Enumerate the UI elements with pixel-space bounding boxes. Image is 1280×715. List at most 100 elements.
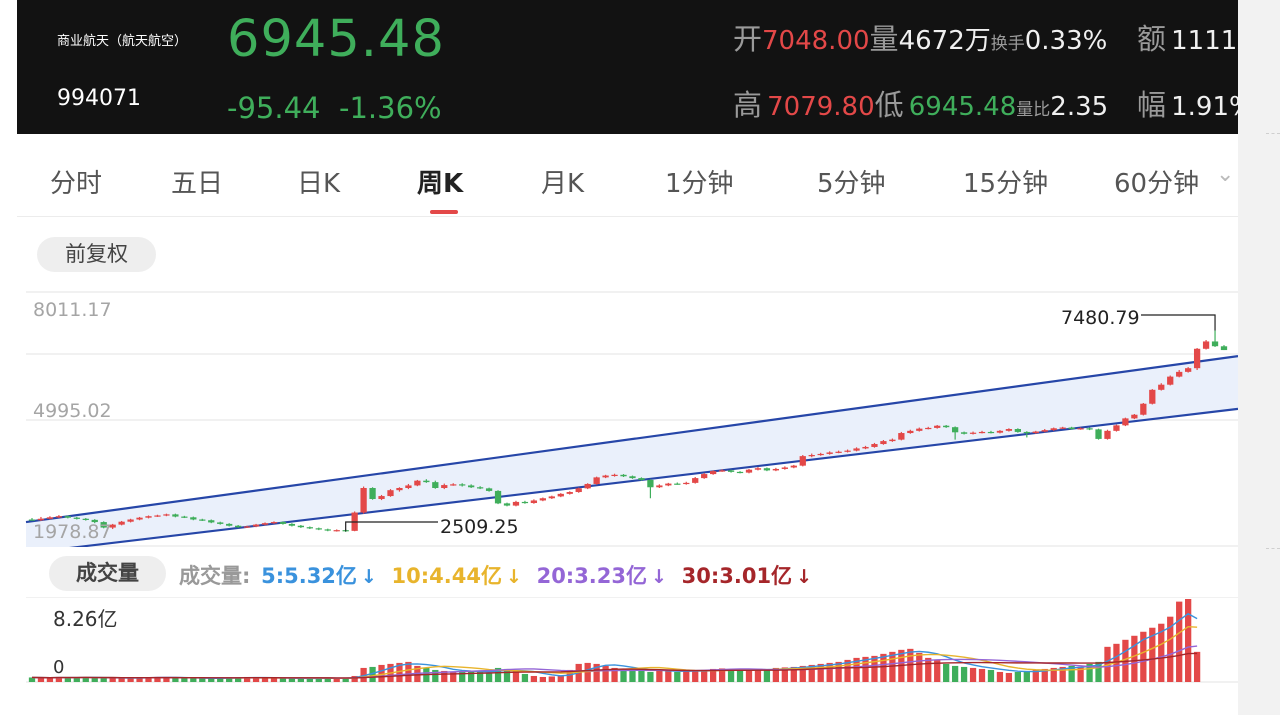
volume-bar: [378, 664, 385, 682]
candle: [745, 469, 753, 473]
candle: [37, 518, 45, 521]
volume-bar: [1086, 663, 1093, 682]
vol-ratio-value: 2.35: [1050, 92, 1109, 122]
volume-bar: [629, 669, 636, 682]
volume-bar: [835, 661, 842, 682]
volume-bar: [91, 677, 98, 682]
candle: [55, 516, 63, 518]
candle: [172, 514, 179, 517]
volume-bar: [82, 677, 89, 682]
volume-bar: [862, 656, 869, 682]
candle: [136, 517, 143, 520]
candle: [387, 490, 394, 497]
candle: [190, 517, 197, 520]
candle: [1032, 431, 1039, 434]
candle: [916, 428, 923, 431]
candle: [925, 427, 932, 430]
turnover-label: 换手: [990, 34, 1025, 54]
candle: [459, 484, 466, 486]
volume-bar: [1193, 651, 1201, 682]
volume-bar: [476, 671, 484, 682]
candle: [28, 519, 36, 521]
volume-value: 4672万: [898, 26, 991, 56]
candle: [503, 503, 511, 506]
ma5-label: 5:5.32亿 ↓: [261, 564, 381, 588]
candle: [1014, 429, 1022, 432]
candle: [1149, 389, 1156, 404]
trend-channel-upper: [25, 355, 1238, 524]
volume-ma-legend: 成交量: 5:5.32亿 ↓ 10:4.44亿 ↓ 20:3.23亿 ↓ 30:3.0…: [179, 560, 820, 590]
tab-15min[interactable]: 15分钟: [963, 169, 1049, 199]
volume-bar: [1176, 601, 1183, 682]
adjust-mode-button[interactable]: 前复权: [37, 237, 156, 272]
candle: [907, 430, 914, 434]
volume-bar: [333, 678, 340, 682]
candle: [781, 467, 788, 469]
tab-daily-k[interactable]: 日K: [297, 169, 341, 199]
tab-1min[interactable]: 1分钟: [665, 169, 734, 199]
volume-bar: [46, 677, 54, 682]
kline-chart[interactable]: [0, 0, 1238, 715]
candle: [91, 519, 98, 523]
candle: [127, 519, 134, 522]
tab-monthly-k[interactable]: 月K: [541, 169, 585, 199]
current-price: 6945.48: [227, 10, 445, 69]
volume-bar: [315, 677, 322, 682]
volume-bar: [853, 657, 860, 682]
volume-bar: [692, 670, 699, 682]
candle: [978, 431, 986, 434]
volume-bar: [808, 664, 815, 682]
candle: [217, 522, 224, 524]
tab-intraday[interactable]: 分时: [50, 169, 103, 199]
candle: [324, 529, 331, 531]
candle: [656, 485, 663, 488]
tab-five-day[interactable]: 五日: [171, 169, 224, 199]
candle: [934, 425, 941, 428]
volume-bar: [494, 667, 502, 682]
panel-mask: [0, 547, 1238, 597]
tab-5min[interactable]: 5分钟: [817, 169, 886, 199]
candle: [360, 487, 367, 513]
candle: [288, 523, 296, 526]
candle: [736, 471, 744, 474]
volume-bar: [100, 677, 107, 682]
period-tabs: 分时 五日 日K 周K 月K 1分钟 5分钟 15分钟 60分钟 ⌄: [17, 134, 1238, 217]
candle: [1140, 403, 1147, 415]
volume-bar: [485, 672, 493, 682]
volume-bar: [512, 670, 520, 682]
volume-bar: [172, 677, 179, 682]
candle: [1220, 346, 1228, 351]
high-value: 7079.80: [767, 92, 875, 122]
tab-60min[interactable]: 60分钟: [1114, 169, 1200, 199]
volume-bar: [261, 677, 269, 682]
amplitude-value: 1.91%: [1171, 92, 1238, 122]
volume-bar: [199, 678, 206, 682]
volume-bar: [288, 678, 296, 682]
candle: [1211, 341, 1219, 347]
volume-bar: [718, 668, 726, 682]
candle: [333, 530, 340, 532]
candle: [1113, 425, 1120, 431]
chevron-down-icon[interactable]: ⌄: [1216, 162, 1235, 187]
candle: [315, 528, 322, 530]
y-tick-bottom: 1978.87: [33, 521, 112, 543]
candle: [996, 430, 1004, 433]
tab-weekly-k[interactable]: 周K: [417, 169, 464, 199]
volume-bar: [665, 670, 672, 682]
high-stat: 高 7079.80低 6945.48量比2.35: [733, 82, 1108, 124]
candle: [1158, 384, 1165, 390]
volume-bar: [602, 665, 609, 682]
volume-bar: [190, 678, 197, 682]
volume-bar: [1005, 672, 1013, 682]
candle: [261, 523, 269, 525]
volume-bar: [969, 667, 977, 682]
edge-divider: [1266, 548, 1280, 549]
volume-bar: [943, 663, 950, 682]
volume-bar: [270, 678, 278, 682]
volume-indicator-button[interactable]: 成交量: [49, 556, 166, 591]
candle: [790, 465, 797, 468]
y-tick-top: 8011.17: [33, 299, 112, 321]
candle: [199, 519, 206, 521]
volume-bar: [351, 675, 358, 682]
amplitude-label: 幅: [1137, 88, 1167, 122]
